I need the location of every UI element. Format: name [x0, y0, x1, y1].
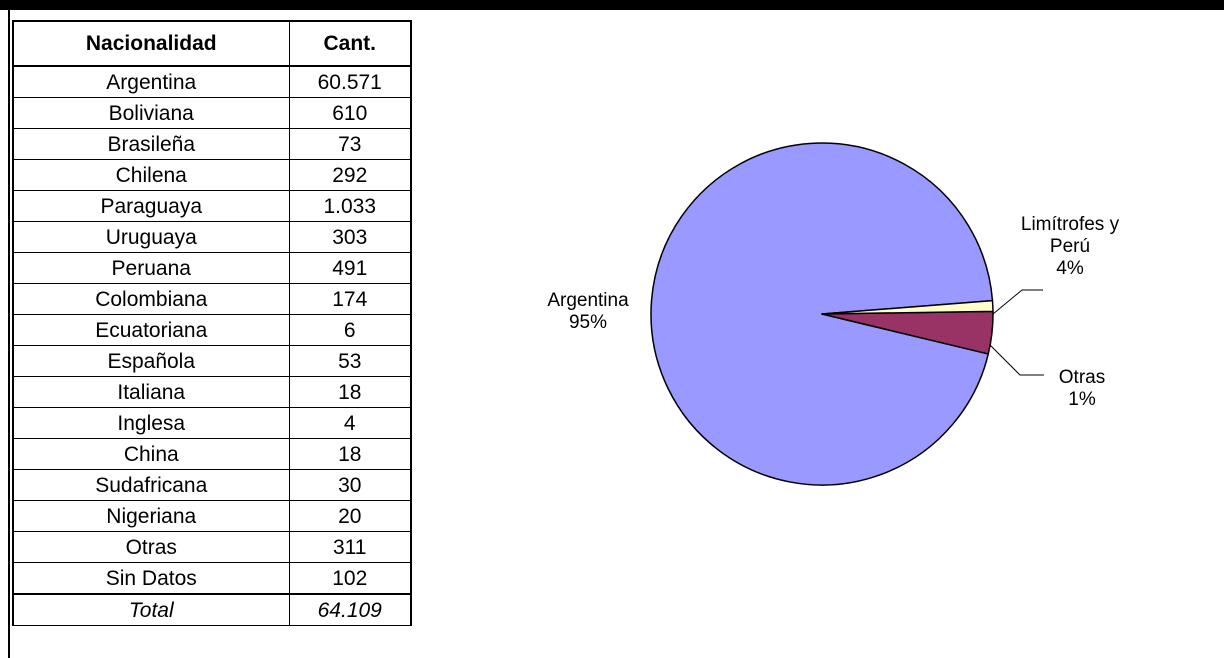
total-qty: 64.109 — [288, 593, 412, 626]
row-name: Inglesa — [12, 407, 290, 439]
table-row: Chilena 292 — [12, 159, 412, 191]
table-row: Ecuatoriana 6 — [12, 314, 412, 346]
row-qty: 18 — [288, 438, 412, 470]
header-nacionalidad: Nacionalidad — [12, 20, 290, 67]
slice-name: Perú — [1050, 236, 1090, 257]
row-qty: 1.033 — [288, 190, 412, 222]
row-qty: 311 — [288, 531, 412, 563]
table-row: Uruguaya 303 — [12, 221, 412, 253]
row-name: Paraguaya — [12, 190, 290, 222]
table-row: Paraguaya 1.033 — [12, 190, 412, 222]
row-qty: 30 — [288, 469, 412, 501]
top-border — [0, 0, 1224, 10]
left-frame — [0, 10, 10, 658]
table-row: China 18 — [12, 438, 412, 470]
row-name: Sin Datos — [12, 562, 290, 595]
total-row: Total 64.109 — [12, 593, 412, 626]
table-row: Sudafricana 30 — [12, 469, 412, 501]
row-name: Otras — [12, 531, 290, 563]
table-row: Otras 311 — [12, 531, 412, 563]
slice-name: Otras — [1059, 367, 1105, 388]
slice-label: Limítrofes y Perú 4% — [1021, 214, 1120, 279]
table-header-row: Nacionalidad Cant. — [12, 20, 412, 67]
slice-name: Argentina — [547, 290, 629, 311]
leader-line — [989, 344, 1044, 376]
table-row: Boliviana 610 — [12, 97, 412, 129]
row-qty: 292 — [288, 159, 412, 191]
slice-label: Argentina 95% — [547, 290, 629, 333]
row-name: Boliviana — [12, 97, 290, 129]
table-row: Inglesa 4 — [12, 407, 412, 439]
row-qty: 4 — [288, 407, 412, 439]
row-name: Uruguaya — [12, 221, 290, 253]
pie-slice — [821, 299, 994, 315]
table-row: Española 53 — [12, 345, 412, 377]
slice-name: Limítrofes y — [1021, 214, 1120, 235]
row-qty: 73 — [288, 128, 412, 160]
row-name: Nigeriana — [12, 500, 290, 532]
table-row: Sin Datos 102 — [12, 562, 412, 595]
slice-percent: 1% — [1068, 389, 1096, 410]
row-qty: 20 — [288, 500, 412, 532]
row-name: Española — [12, 345, 290, 377]
row-qty: 102 — [288, 562, 412, 595]
nationality-table: Nacionalidad Cant. Argentina 60.571 Boliv… — [12, 20, 412, 626]
table-row: Nigeriana 20 — [12, 500, 412, 532]
row-name: Ecuatoriana — [12, 314, 290, 346]
row-name: Chilena — [12, 159, 290, 191]
header-cantidad: Cant. — [288, 20, 412, 67]
row-name: China — [12, 438, 290, 470]
row-qty: 303 — [288, 221, 412, 253]
slice-label: Otras 1% — [1059, 367, 1105, 410]
row-qty: 174 — [288, 283, 412, 315]
row-qty: 60.571 — [288, 65, 412, 98]
row-qty: 610 — [288, 97, 412, 129]
slice-percent: 95% — [569, 312, 607, 333]
table-row: Colombiana 174 — [12, 283, 412, 315]
slice-percent: 4% — [1056, 258, 1084, 279]
leader-line — [992, 289, 1043, 315]
row-name: Sudafricana — [12, 469, 290, 501]
row-name: Peruana — [12, 252, 290, 284]
